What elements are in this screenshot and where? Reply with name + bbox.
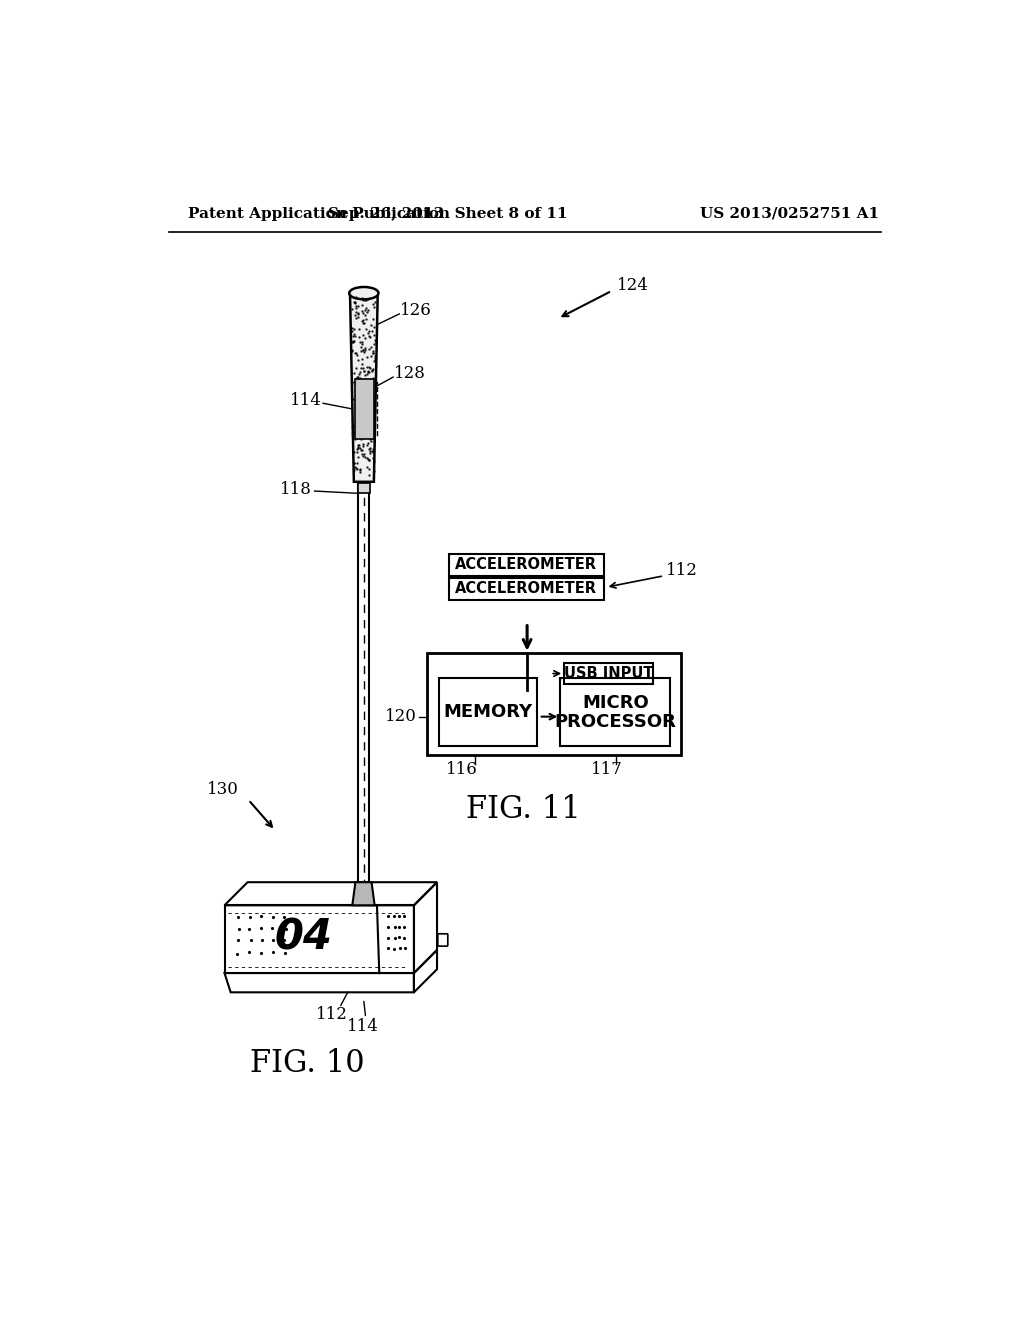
Text: US 2013/0252751 A1: US 2013/0252751 A1 — [700, 207, 880, 220]
Text: 124: 124 — [617, 277, 649, 294]
Polygon shape — [354, 379, 374, 438]
Text: USB INPUT: USB INPUT — [563, 667, 653, 681]
Text: ACCELEROMETER: ACCELEROMETER — [456, 581, 597, 597]
Text: MEMORY: MEMORY — [443, 704, 532, 721]
Text: 120: 120 — [385, 708, 417, 725]
Polygon shape — [350, 293, 378, 482]
Text: 116: 116 — [445, 760, 477, 777]
Text: Patent Application Publication: Patent Application Publication — [188, 207, 451, 220]
Text: 112: 112 — [666, 562, 697, 579]
Text: 114: 114 — [347, 1019, 379, 1035]
Text: ACCELEROMETER: ACCELEROMETER — [456, 557, 597, 573]
Text: 04: 04 — [274, 916, 333, 958]
Polygon shape — [352, 882, 375, 906]
Text: 117: 117 — [591, 760, 623, 777]
Text: 126: 126 — [400, 302, 432, 319]
Text: Sep. 26, 2013  Sheet 8 of 11: Sep. 26, 2013 Sheet 8 of 11 — [328, 207, 567, 220]
Text: PROCESSOR: PROCESSOR — [554, 713, 676, 731]
Text: 112: 112 — [316, 1006, 348, 1023]
FancyBboxPatch shape — [357, 483, 370, 492]
Text: 128: 128 — [394, 366, 426, 383]
Text: 118: 118 — [281, 480, 312, 498]
Text: FIG. 10: FIG. 10 — [250, 1048, 365, 1078]
Ellipse shape — [349, 286, 379, 300]
Text: 114: 114 — [290, 392, 322, 409]
Text: 130: 130 — [207, 781, 239, 799]
Text: FIG. 11: FIG. 11 — [466, 793, 581, 825]
Text: MICRO: MICRO — [582, 694, 648, 713]
